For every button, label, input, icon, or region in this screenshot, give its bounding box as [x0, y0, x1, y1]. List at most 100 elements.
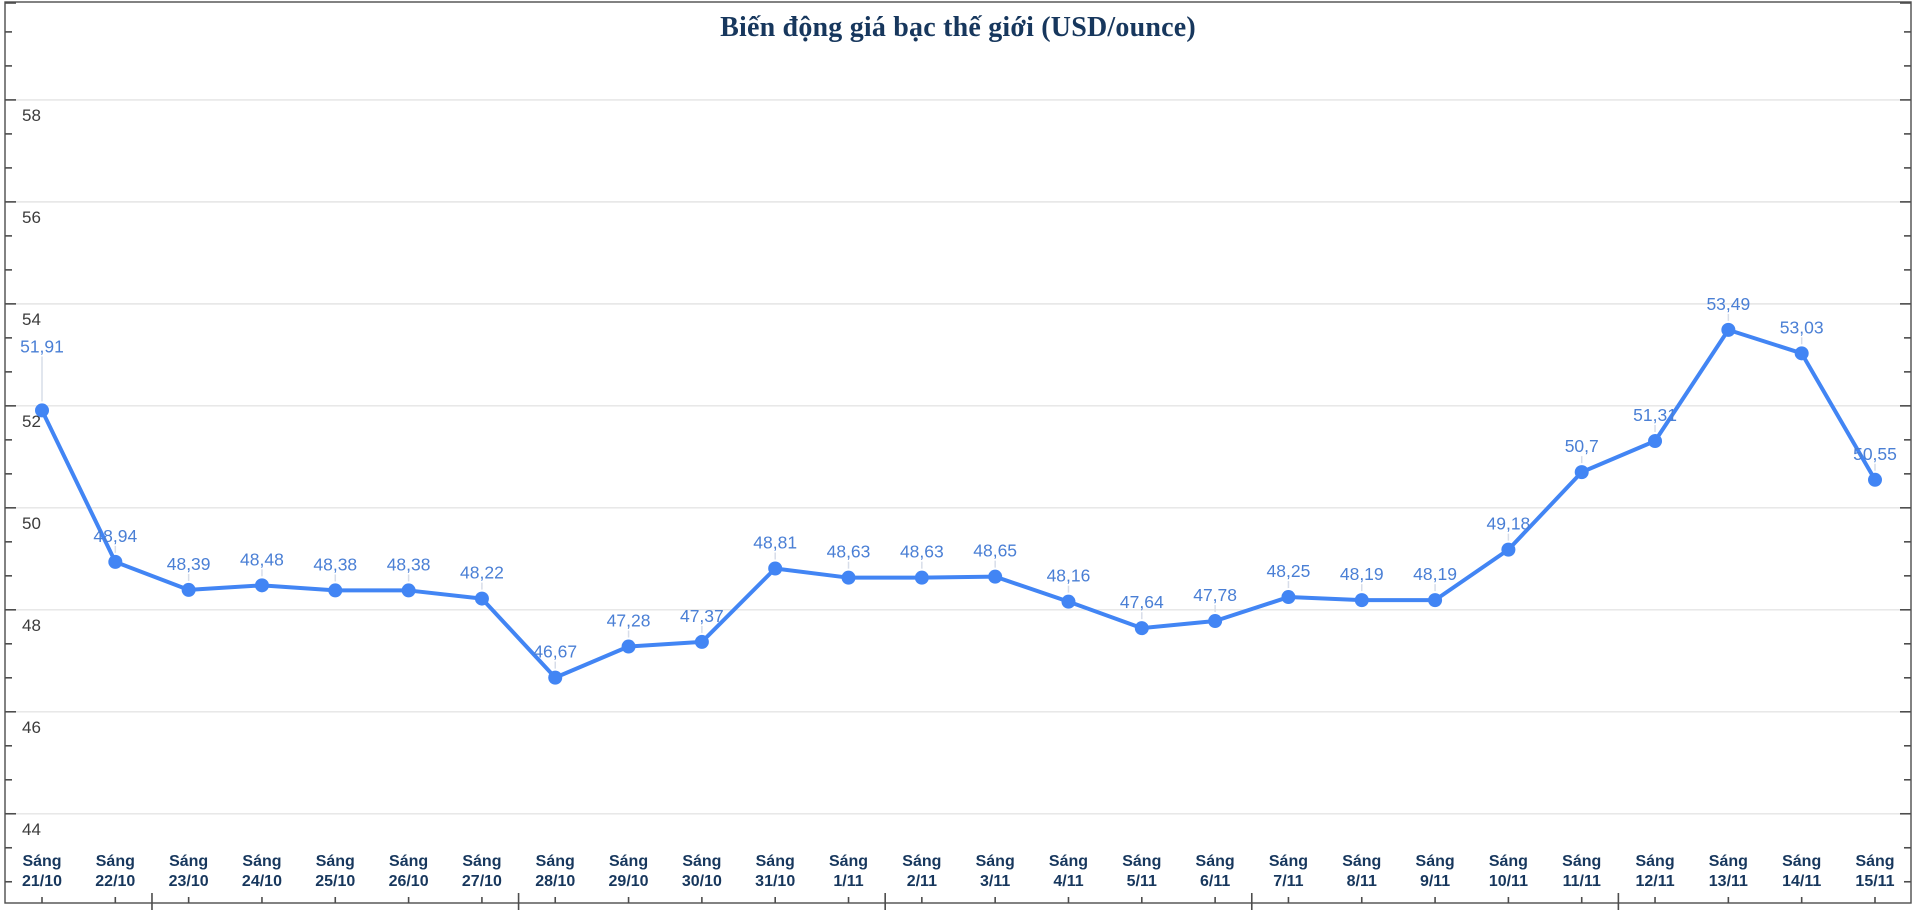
x-axis-label: 2/11 [907, 873, 937, 890]
x-axis-label: Sáng [389, 853, 428, 870]
chart-title: Biến động giá bạc thế giới (USD/ounce) [720, 12, 1196, 43]
x-axis-label: 6/11 [1200, 873, 1230, 890]
y-axis-label: 46 [22, 718, 41, 737]
data-label: 47,37 [680, 606, 724, 626]
data-label: 48,38 [387, 554, 431, 574]
data-point [914, 570, 929, 585]
data-label: 48,22 [460, 563, 504, 583]
data-point [1574, 465, 1589, 480]
data-point [1428, 593, 1443, 608]
data-point [1208, 614, 1223, 629]
data-label: 48,25 [1267, 561, 1311, 581]
x-axis-label: 30/10 [682, 873, 722, 890]
data-point [1354, 593, 1369, 608]
x-axis-label: Sáng [609, 853, 648, 870]
y-axis-label: 56 [22, 208, 41, 227]
data-label: 48,48 [240, 549, 284, 569]
x-axis-label: Sáng [1489, 853, 1528, 870]
x-axis-label: Sáng [169, 853, 208, 870]
x-axis-label: 5/11 [1127, 873, 1157, 890]
x-axis-label: 4/11 [1053, 873, 1083, 890]
data-point [1868, 472, 1882, 487]
y-axis-label: 54 [22, 310, 41, 329]
x-axis-label: 27/10 [462, 873, 502, 890]
data-label: 48,19 [1413, 564, 1457, 584]
data-point [1501, 542, 1516, 557]
x-axis-label: 21/10 [22, 873, 62, 890]
x-axis-label: Sáng [1269, 853, 1308, 870]
x-axis-label: 7/11 [1273, 873, 1303, 890]
data-point [694, 634, 709, 649]
data-label: 47,78 [1193, 585, 1237, 605]
data-point [1648, 434, 1663, 449]
y-axis-label: 50 [22, 514, 41, 533]
plot-frame [4, 1, 1912, 904]
x-axis-label: 13/11 [1709, 873, 1748, 890]
data-point [181, 582, 196, 597]
data-label: 47,28 [607, 611, 651, 631]
x-axis-label: 25/10 [315, 873, 355, 890]
x-axis-label: Sáng [1342, 853, 1381, 870]
data-point [621, 639, 636, 654]
x-axis-label: Sáng [1709, 853, 1748, 870]
x-axis-label: 26/10 [389, 873, 429, 890]
x-axis-label: Sáng [1196, 853, 1235, 870]
series-line [40, 327, 1877, 680]
x-axis-label: 3/11 [980, 873, 1010, 890]
data-point [1794, 346, 1809, 361]
x-axis-label: Sáng [96, 853, 135, 870]
data-point [401, 583, 416, 598]
y-axis-label: 52 [22, 412, 41, 431]
x-axis-label: Sáng [242, 853, 281, 870]
data-point [35, 403, 49, 418]
data-label: 53,03 [1780, 317, 1824, 337]
x-axis-label: Sáng [1782, 853, 1821, 870]
data-point [474, 591, 489, 606]
data-label: 50,55 [1853, 444, 1897, 464]
x-axis-label: 14/11 [1782, 873, 1821, 890]
data-point [768, 561, 783, 576]
x-axis-label: Sáng [1416, 853, 1455, 870]
data-label: 48,19 [1340, 564, 1384, 584]
x-axis-label: Sáng [316, 853, 355, 870]
x-axis-label: 15/11 [1855, 873, 1894, 890]
data-label: 48,63 [827, 542, 871, 562]
y-axis-label: 58 [22, 106, 41, 125]
x-axis-label: 23/10 [169, 873, 209, 890]
x-axis-label: Sáng [756, 853, 795, 870]
data-point [328, 583, 343, 598]
data-label: 48,81 [753, 533, 797, 553]
x-axis-label: 8/11 [1347, 873, 1377, 890]
x-axis-label: 28/10 [535, 873, 575, 890]
data-point [841, 570, 856, 585]
x-axis-label: 11/11 [1563, 873, 1601, 890]
x-axis-label: 10/11 [1489, 873, 1528, 890]
data-point [1721, 322, 1736, 337]
data-point [1134, 621, 1149, 636]
x-axis-label: 24/10 [242, 873, 282, 890]
x-axis-label: 22/10 [95, 873, 135, 890]
data-label: 47,64 [1120, 592, 1164, 612]
x-axis-label: Sáng [1122, 853, 1161, 870]
x-axis-label: 12/11 [1635, 873, 1674, 890]
data-label: 53,49 [1706, 294, 1750, 314]
data-label: 48,94 [93, 526, 137, 546]
data-point [988, 569, 1003, 584]
data-label: 48,38 [313, 554, 357, 574]
y-axis-label: 44 [22, 820, 41, 839]
x-axis-label: 31/10 [755, 873, 795, 890]
x-axis-label: 1/11 [833, 873, 863, 890]
x-axis-label: 9/11 [1420, 873, 1450, 890]
data-label: 50,7 [1565, 436, 1599, 456]
x-axis-label: Sáng [682, 853, 721, 870]
x-axis-label: Sáng [22, 853, 61, 870]
data-label: 51,91 [20, 336, 64, 356]
data-label: 48,63 [900, 542, 944, 562]
x-axis-label: Sáng [902, 853, 941, 870]
data-label: 49,18 [1487, 514, 1531, 534]
data-label: 46,67 [533, 642, 577, 662]
x-axis-label: Sáng [1635, 853, 1674, 870]
x-axis-label: Sáng [829, 853, 868, 870]
